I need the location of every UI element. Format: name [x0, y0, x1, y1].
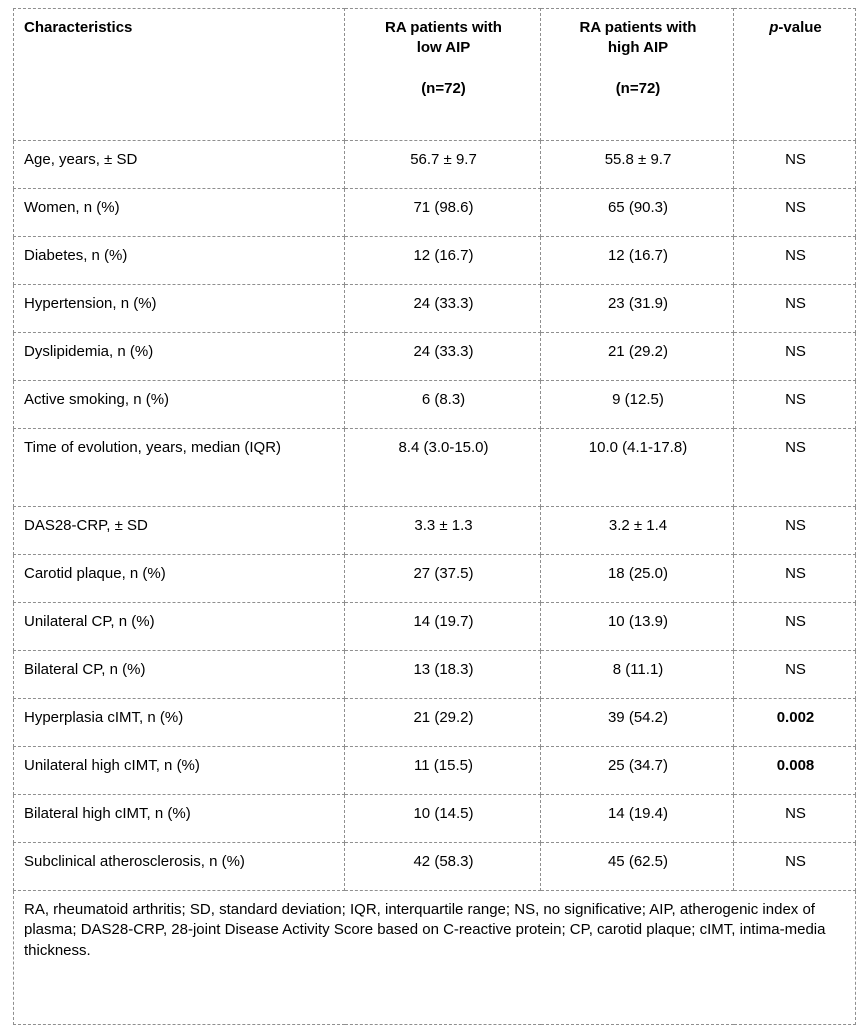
table-row: Subclinical atherosclerosis, n (%) 42 (58… [13, 842, 856, 891]
characteristics-table: Characteristics RA patients with low AIP… [13, 8, 856, 1025]
table-row: Age, years, ± SD 56.7 ± 9.7 55.8 ± 9.7 NS [13, 140, 856, 189]
high-aip-value-cell: 10.0 (4.1-17.8) [540, 428, 734, 507]
high-aip-value-cell: 10 (13.9) [540, 602, 734, 651]
characteristic-cell: Bilateral CP, n (%) [13, 650, 345, 699]
p-value-cell: 0.008 [733, 746, 856, 795]
table-row: Dyslipidemia, n (%) 24 (33.3) 21 (29.2) NS [13, 332, 856, 381]
characteristic-cell: Hyperplasia cIMT, n (%) [13, 698, 345, 747]
low-aip-value-cell: 56.7 ± 9.7 [344, 140, 541, 189]
characteristic-cell: Carotid plaque, n (%) [13, 554, 345, 603]
p-value-cell: NS [733, 236, 856, 285]
low-aip-value-cell: 21 (29.2) [344, 698, 541, 747]
footnote-row: RA, rheumatoid arthritis; SD, standard d… [13, 890, 856, 1025]
table-footer: RA, rheumatoid arthritis; SD, standard d… [13, 890, 856, 1025]
table-row: Unilateral high cIMT, n (%) 11 (15.5) 25 (… [13, 746, 856, 795]
table-row: Active smoking, n (%) 6 (8.3) 9 (12.5) NS [13, 380, 856, 429]
header-row: Characteristics RA patients with low AIP… [13, 8, 856, 141]
high-aip-value-cell: 25 (34.7) [540, 746, 734, 795]
column-header-p-value: p-value [733, 8, 856, 141]
low-aip-value-cell: 24 (33.3) [344, 332, 541, 381]
table-row: Hyperplasia cIMT, n (%) 21 (29.2) 39 (54.2… [13, 698, 856, 747]
low-aip-value-cell: 3.3 ± 1.3 [344, 506, 541, 555]
table-body: Age, years, ± SD 56.7 ± 9.7 55.8 ± 9.7 NS Wo… [13, 140, 856, 891]
table-row: Bilateral high cIMT, n (%) 10 (14.5) 14 (1… [13, 794, 856, 843]
p-value-rest: -value [778, 19, 822, 36]
low-aip-line1: RA patients with [385, 19, 502, 36]
characteristic-cell: Bilateral high cIMT, n (%) [13, 794, 345, 843]
table-row: Unilateral CP, n (%) 14 (19.7) 10 (13.9) NS [13, 602, 856, 651]
table-row: Carotid plaque, n (%) 27 (37.5) 18 (25.0) N… [13, 554, 856, 603]
high-aip-value-cell: 12 (16.7) [540, 236, 734, 285]
high-aip-value-cell: 23 (31.9) [540, 284, 734, 333]
low-aip-value-cell: 14 (19.7) [344, 602, 541, 651]
table-row: Women, n (%) 71 (98.6) 65 (90.3) NS [13, 188, 856, 237]
low-aip-line2: low AIP [416, 39, 471, 57]
characteristic-cell: Time of evolution, years, median (IQR) [13, 428, 345, 507]
high-aip-value-cell: 21 (29.2) [540, 332, 734, 381]
characteristic-cell: Unilateral high cIMT, n (%) [13, 746, 345, 795]
low-aip-value-cell: 71 (98.6) [344, 188, 541, 237]
high-aip-value-cell: 14 (19.4) [540, 794, 734, 843]
column-header-characteristics: Characteristics [13, 8, 345, 141]
characteristic-cell: Subclinical atherosclerosis, n (%) [13, 842, 345, 891]
p-value-cell: NS [733, 602, 856, 651]
footnote-text: RA, rheumatoid arthritis; SD, standard d… [13, 890, 856, 1025]
low-aip-value-cell: 6 (8.3) [344, 380, 541, 429]
p-value-cell: NS [733, 188, 856, 237]
low-aip-n: (n=72) [421, 79, 466, 97]
table-row: DAS28-CRP, ± SD 3.3 ± 1.3 3.2 ± 1.4 NS [13, 506, 856, 555]
p-value-cell: NS [733, 506, 856, 555]
low-aip-value-cell: 27 (37.5) [344, 554, 541, 603]
low-aip-value-cell: 10 (14.5) [344, 794, 541, 843]
high-aip-value-cell: 45 (62.5) [540, 842, 734, 891]
p-value-italic: p [769, 19, 779, 36]
low-aip-value-cell: 8.4 (3.0-15.0) [344, 428, 541, 507]
p-value-cell: NS [733, 428, 856, 507]
characteristic-cell: Age, years, ± SD [13, 140, 345, 189]
column-header-high-aip: RA patients with high AIP (n=72) [540, 8, 734, 141]
column-header-low-aip: RA patients with low AIP (n=72) [344, 8, 541, 141]
high-aip-n: (n=72) [615, 79, 661, 97]
p-value-cell: NS [733, 284, 856, 333]
low-aip-value-cell: 11 (15.5) [344, 746, 541, 795]
table-row: Bilateral CP, n (%) 13 (18.3) 8 (11.1) NS [13, 650, 856, 699]
table-row: Diabetes, n (%) 12 (16.7) 12 (16.7) NS [13, 236, 856, 285]
characteristic-cell: Dyslipidemia, n (%) [13, 332, 345, 381]
p-value-cell: NS [733, 650, 856, 699]
table-row: Time of evolution, years, median (IQR) 8.… [13, 428, 856, 507]
p-value-cell: NS [733, 794, 856, 843]
characteristic-cell: DAS28-CRP, ± SD [13, 506, 345, 555]
p-value-cell: NS [733, 332, 856, 381]
low-aip-value-cell: 12 (16.7) [344, 236, 541, 285]
high-aip-line2: high AIP [607, 39, 669, 57]
high-aip-line1: RA patients with [579, 19, 697, 36]
p-value-cell: NS [733, 140, 856, 189]
p-value-cell: 0.002 [733, 698, 856, 747]
characteristic-cell: Unilateral CP, n (%) [13, 602, 345, 651]
table-row: Hypertension, n (%) 24 (33.3) 23 (31.9) NS [13, 284, 856, 333]
high-aip-value-cell: 8 (11.1) [540, 650, 734, 699]
high-aip-value-cell: 3.2 ± 1.4 [540, 506, 734, 555]
high-aip-value-cell: 65 (90.3) [540, 188, 734, 237]
p-value-cell: NS [733, 554, 856, 603]
high-aip-value-cell: 55.8 ± 9.7 [540, 140, 734, 189]
low-aip-value-cell: 13 (18.3) [344, 650, 541, 699]
p-value-cell: NS [733, 842, 856, 891]
low-aip-value-cell: 24 (33.3) [344, 284, 541, 333]
table-head: Characteristics RA patients with low AIP… [13, 8, 856, 141]
characteristic-cell: Active smoking, n (%) [13, 380, 345, 429]
characteristic-cell: Hypertension, n (%) [13, 284, 345, 333]
high-aip-value-cell: 18 (25.0) [540, 554, 734, 603]
characteristic-cell: Diabetes, n (%) [13, 236, 345, 285]
characteristic-cell: Women, n (%) [13, 188, 345, 237]
p-value-cell: NS [733, 380, 856, 429]
high-aip-value-cell: 39 (54.2) [540, 698, 734, 747]
characteristics-label: Characteristics [24, 19, 133, 36]
low-aip-value-cell: 42 (58.3) [344, 842, 541, 891]
high-aip-value-cell: 9 (12.5) [540, 380, 734, 429]
